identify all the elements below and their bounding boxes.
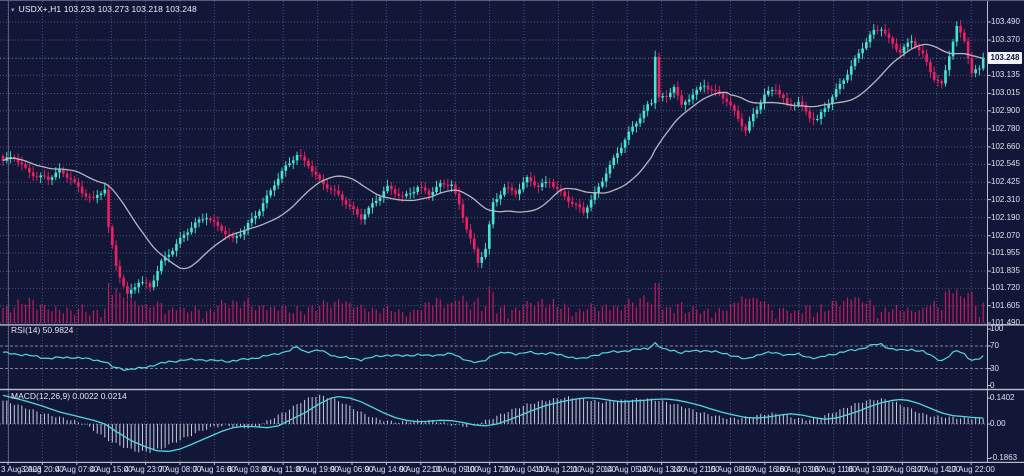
time-axis-label: 14 Aug 05:00 xyxy=(603,465,651,474)
time-axis-label: 16 Aug 11:00 xyxy=(810,465,857,474)
price-axis-label: 102.780 xyxy=(991,123,1020,133)
time-axis-label: 11 Aug 12:00 xyxy=(535,465,582,474)
time-axis-label: 4 Aug 23:00 xyxy=(124,465,167,474)
time-axis-label: 15 Aug 16:00 xyxy=(741,465,789,474)
time-axis-label: 16 Aug 19:00 xyxy=(844,465,892,474)
time-axis-label: 4 Aug 07:00 xyxy=(55,465,99,474)
time-axis-label: 17 Aug 06:00 xyxy=(878,465,926,474)
price-axis-label: 102.900 xyxy=(991,105,1020,115)
price-axis-label: 101.720 xyxy=(991,283,1020,293)
price-axis-label: 101.955 xyxy=(991,248,1020,258)
macd-level-label: 0.00 xyxy=(990,419,1006,428)
rsi-indicator-label: RSI(14) 50.9824 xyxy=(11,325,74,335)
time-axis-label: 3 Aug 20:00 xyxy=(21,465,64,474)
price-axis-label: 102.545 xyxy=(991,159,1020,169)
time-axis-label: 8 Aug 03:00 xyxy=(227,465,271,474)
macd-indicator-label: MACD(12,26,9) 0.0022 0.0214 xyxy=(11,391,127,401)
price-axis-label: 102.310 xyxy=(991,194,1020,204)
rsi-level-label: 0 xyxy=(990,380,995,390)
rsi-level-label: 30 xyxy=(990,363,999,373)
price-axis-label: 102.660 xyxy=(991,141,1020,151)
time-axis-label: 17 Aug 22:00 xyxy=(947,465,995,474)
price-axis-label: 103.015 xyxy=(991,88,1020,98)
time-axis-label: 3 Aug 2023 xyxy=(1,465,42,474)
macd-level-label: 0.1402 xyxy=(990,393,1015,403)
time-axis-label: 15 Aug 08:00 xyxy=(706,465,754,474)
chart-dropdown-icon[interactable]: ▾ xyxy=(11,7,15,14)
time-axis-label: 10 Aug 09:00 xyxy=(431,465,479,474)
time-axis-label: 11 Aug 20:00 xyxy=(569,465,617,474)
price-axis-label: 102.190 xyxy=(991,212,1020,222)
price-axis-label: 101.835 xyxy=(991,266,1020,276)
time-axis-label: 7 Aug 16:00 xyxy=(193,465,236,474)
price-axis-label: 103.135 xyxy=(991,70,1020,80)
rsi-level-label: 70 xyxy=(990,340,999,350)
time-axis-label: 11 Aug 04:00 xyxy=(500,465,548,474)
time-axis-label: 9 Aug 14:00 xyxy=(365,465,408,474)
time-axis-label: 16 Aug 03:00 xyxy=(775,465,823,474)
time-axis-label: 10 Aug 17:00 xyxy=(466,465,514,474)
time-axis-label: 9 Aug 06:00 xyxy=(330,465,374,474)
time-axis-label: 9 Aug 22:00 xyxy=(399,465,443,474)
title-ohlc-values: 103.233 103.273 103.218 103.248 xyxy=(63,4,197,14)
time-axis-label: 8 Aug 11:00 xyxy=(262,465,305,474)
chart-title: ▾ USDX+,H1 103.233 103.273 103.218 103.24… xyxy=(11,4,197,14)
time-axis-label: 8 Aug 19:00 xyxy=(296,465,339,474)
time-axis-label: 4 Aug 15:00 xyxy=(89,465,133,474)
time-axis-label: 14 Aug 13:00 xyxy=(638,465,686,474)
price-axis-label: 103.370 xyxy=(991,35,1020,45)
price-axis-label: 103.490 xyxy=(991,17,1020,26)
time-axis-label: 17 Aug 14:00 xyxy=(913,465,961,474)
price-axis-label: 102.425 xyxy=(991,177,1020,187)
time-axis-label: 7 Aug 08:00 xyxy=(158,465,202,474)
price-axis-label: 101.490 xyxy=(991,318,1020,327)
time-axis-label: 14 Aug 21:00 xyxy=(672,465,720,474)
rsi-level-label: 100 xyxy=(990,324,1004,333)
macd-level-label: -0.1863 xyxy=(990,453,1018,463)
price-axis-label: 102.070 xyxy=(991,230,1020,240)
price-axis-label: 101.605 xyxy=(991,300,1020,310)
symbol-period-label: USDX+,H1 xyxy=(18,4,62,14)
current-price-tag: 103.248 xyxy=(988,52,1022,65)
